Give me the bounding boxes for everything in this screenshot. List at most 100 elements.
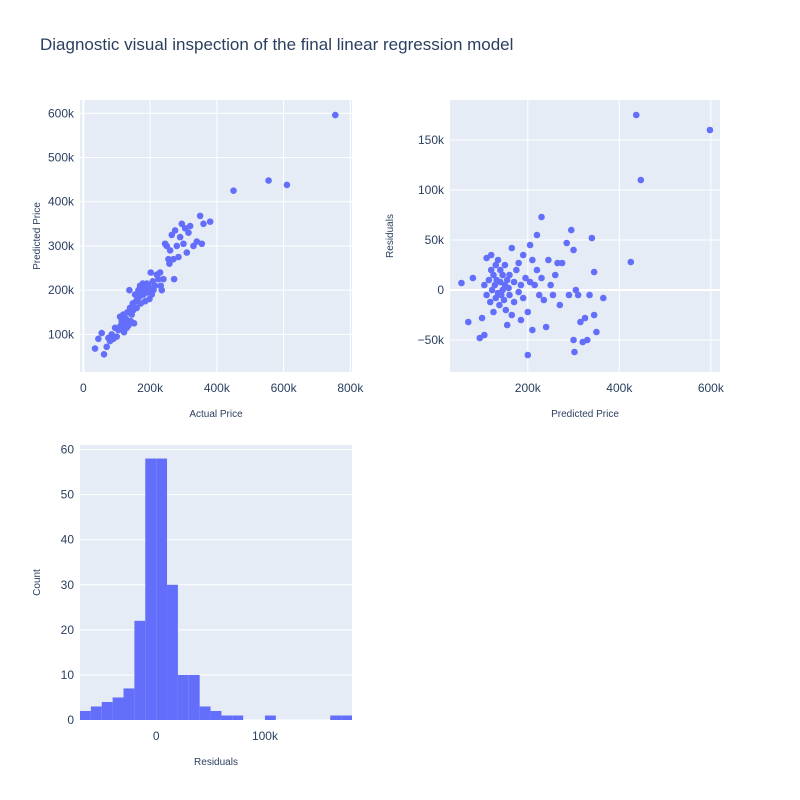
data-point bbox=[508, 244, 516, 252]
data-point bbox=[492, 261, 500, 269]
data-point bbox=[175, 253, 182, 261]
y-tick-label: 0 bbox=[437, 283, 444, 297]
data-point bbox=[524, 351, 532, 359]
data-point bbox=[588, 234, 596, 242]
data-point bbox=[499, 286, 506, 294]
data-point bbox=[496, 301, 503, 309]
data-point bbox=[529, 326, 536, 334]
data-point bbox=[572, 286, 580, 294]
data-point bbox=[230, 187, 237, 194]
data-point bbox=[515, 259, 522, 267]
histogram-bar bbox=[101, 701, 113, 720]
x-tick-label: 400k bbox=[606, 381, 633, 395]
data-point bbox=[526, 241, 534, 249]
data-point bbox=[183, 249, 191, 256]
data-point bbox=[481, 281, 488, 289]
data-point bbox=[180, 240, 187, 248]
data-point bbox=[586, 291, 593, 299]
y-tick-label: 100k bbox=[418, 183, 445, 197]
data-point bbox=[173, 242, 181, 250]
data-point bbox=[95, 335, 102, 343]
data-point bbox=[497, 291, 505, 299]
data-point bbox=[332, 111, 339, 119]
data-point bbox=[166, 260, 173, 267]
data-point bbox=[583, 336, 591, 344]
data-point bbox=[176, 233, 184, 241]
residuals-vs-predicted-panel: 200k 400k 600k −50k 0 50k 100k 150k Predicted Pr… bbox=[385, 100, 725, 420]
data-point bbox=[533, 266, 541, 274]
y-tick-label: 0 bbox=[67, 713, 74, 727]
histogram-bar bbox=[90, 706, 102, 720]
data-point bbox=[533, 231, 541, 239]
histogram-bar bbox=[123, 688, 135, 720]
x-tick-label: 100k bbox=[252, 729, 279, 743]
x-tick-label: 800k bbox=[337, 381, 364, 395]
x-axis-title: Predicted Price bbox=[551, 409, 619, 420]
data-point bbox=[100, 351, 108, 358]
data-point bbox=[499, 271, 506, 279]
x-axis-title: Residuals bbox=[194, 757, 238, 768]
plot-area bbox=[80, 445, 352, 720]
data-point bbox=[103, 343, 110, 351]
data-point bbox=[538, 213, 545, 221]
y-tick-label: 200k bbox=[48, 283, 75, 297]
histogram-bar bbox=[188, 674, 200, 720]
data-point bbox=[501, 261, 509, 269]
data-point bbox=[510, 298, 518, 306]
data-point bbox=[570, 246, 577, 254]
y-tick-label: 30 bbox=[61, 578, 75, 592]
data-point bbox=[506, 271, 513, 279]
data-point bbox=[147, 269, 155, 276]
histogram-bar bbox=[199, 706, 211, 720]
data-point bbox=[500, 296, 508, 304]
data-point bbox=[170, 255, 177, 263]
data-point bbox=[506, 291, 513, 299]
y-tick-label: 100k bbox=[48, 327, 75, 341]
data-point bbox=[529, 256, 536, 264]
data-point bbox=[492, 294, 500, 302]
data-point bbox=[151, 282, 159, 290]
data-point bbox=[198, 240, 206, 248]
data-point bbox=[156, 269, 164, 276]
data-point bbox=[524, 308, 532, 316]
data-point bbox=[581, 314, 589, 322]
histogram-bar bbox=[264, 715, 276, 720]
data-point bbox=[193, 238, 201, 245]
data-point bbox=[465, 318, 472, 326]
data-point bbox=[549, 291, 557, 299]
y-tick-label: 300k bbox=[48, 239, 75, 253]
histogram-bar bbox=[221, 715, 233, 720]
data-point bbox=[91, 345, 99, 352]
data-point bbox=[503, 321, 511, 329]
data-point bbox=[577, 318, 584, 326]
data-point bbox=[590, 268, 598, 276]
data-point bbox=[130, 320, 138, 327]
data-point bbox=[185, 229, 192, 236]
y-axis-title: Predicted Price bbox=[32, 202, 43, 270]
chart-title: Diagnostic visual inspection of the fina… bbox=[40, 35, 513, 54]
data-point bbox=[565, 291, 573, 299]
residuals-histogram-panel: 0 100k 0 10 20 30 40 50 60 Residuals Count bbox=[32, 443, 352, 768]
data-point bbox=[196, 212, 204, 220]
data-point bbox=[513, 266, 520, 274]
data-point bbox=[481, 331, 488, 339]
data-point bbox=[632, 111, 640, 119]
plot-area bbox=[450, 100, 720, 372]
data-point bbox=[497, 266, 504, 274]
data-point bbox=[558, 259, 566, 267]
y-tick-label: 50k bbox=[425, 233, 445, 247]
data-point bbox=[469, 274, 477, 282]
data-point bbox=[519, 251, 527, 259]
data-point bbox=[503, 276, 511, 284]
y-axis-title: Count bbox=[32, 569, 43, 596]
data-point bbox=[538, 274, 545, 282]
histogram-bar bbox=[210, 710, 222, 720]
data-point bbox=[485, 276, 493, 284]
data-point bbox=[133, 304, 141, 312]
data-point bbox=[522, 274, 529, 282]
data-point bbox=[490, 308, 497, 316]
data-point bbox=[458, 279, 465, 287]
data-point bbox=[206, 218, 214, 225]
data-point bbox=[491, 281, 499, 289]
y-tick-label: 600k bbox=[48, 106, 75, 120]
